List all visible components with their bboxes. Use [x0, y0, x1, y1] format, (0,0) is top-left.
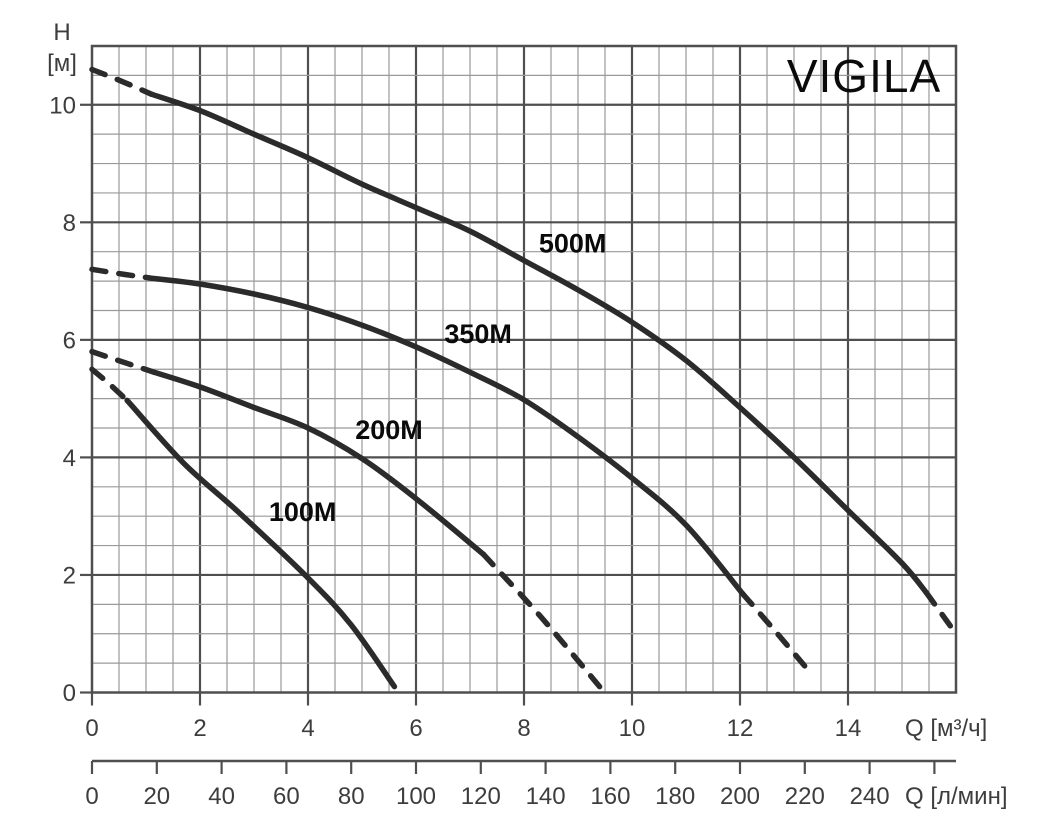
secondary-tick-label: 160 — [590, 783, 630, 810]
x-axis-secondary-unit: Q [л/мин] — [905, 783, 1008, 810]
curve-500M-solid — [148, 91, 930, 596]
series-label-350M: 350M — [444, 319, 512, 349]
secondary-tick-label: 120 — [461, 783, 501, 810]
series-label-500M: 500M — [539, 228, 607, 258]
curve-200M-dash-end — [480, 551, 603, 690]
curve-500M-dash-end — [923, 589, 959, 637]
x-tick-label: 8 — [517, 715, 530, 742]
y-tick-label: 0 — [63, 680, 76, 707]
y-tick-label: 8 — [63, 210, 76, 237]
x-tick-label: 12 — [727, 715, 754, 742]
curve-350M-dash-end — [739, 591, 808, 669]
y-axis-name: H — [53, 19, 70, 46]
y-axis-unit: [м] — [47, 50, 77, 77]
grid-lines — [92, 46, 956, 693]
y-tick-label: 10 — [49, 92, 76, 119]
secondary-tick-label: 100 — [396, 783, 436, 810]
curve-350M-solid — [148, 275, 746, 597]
series-label-200M: 200M — [355, 415, 423, 445]
y-tick-label: 6 — [63, 327, 76, 354]
secondary-tick-label: 200 — [720, 783, 760, 810]
curve-100M-solid — [124, 397, 398, 690]
secondary-tick-label: 20 — [143, 783, 170, 810]
curve-500M-dash-start — [89, 66, 155, 97]
x-tick-label: 10 — [619, 715, 646, 742]
x-tick-label: 6 — [409, 715, 422, 742]
x-tick-label: 14 — [835, 715, 862, 742]
curve-350M-dash-start — [89, 266, 155, 281]
y-tick-label: 2 — [63, 562, 76, 589]
secondary-tick-label: 60 — [273, 783, 300, 810]
y-tick-label: 4 — [63, 445, 76, 472]
x-tick-label: 4 — [301, 715, 314, 742]
series-label-100M: 100M — [269, 497, 337, 527]
secondary-tick-label: 140 — [526, 783, 566, 810]
secondary-tick-label: 0 — [85, 783, 98, 810]
secondary-tick-label: 40 — [208, 783, 235, 810]
curve-200M-solid — [151, 369, 487, 558]
secondary-tick-label: 80 — [338, 783, 365, 810]
x-tick-label: 2 — [193, 715, 206, 742]
pump-curves — [89, 66, 959, 690]
x-tick-label: 0 — [85, 715, 98, 742]
curve-200M-dash-start — [89, 348, 157, 375]
curve-100M-dash-start — [89, 366, 130, 404]
series-labels: 500M 350M 200M 100M — [269, 228, 607, 527]
x-axis-primary-unit: Q [м³/ч] — [905, 715, 987, 742]
secondary-tick-label: 240 — [850, 783, 890, 810]
secondary-tick-label: 180 — [655, 783, 695, 810]
brand-title: VIGILA — [787, 50, 941, 102]
axis-ticks — [80, 103, 956, 774]
secondary-tick-label: 220 — [785, 783, 825, 810]
